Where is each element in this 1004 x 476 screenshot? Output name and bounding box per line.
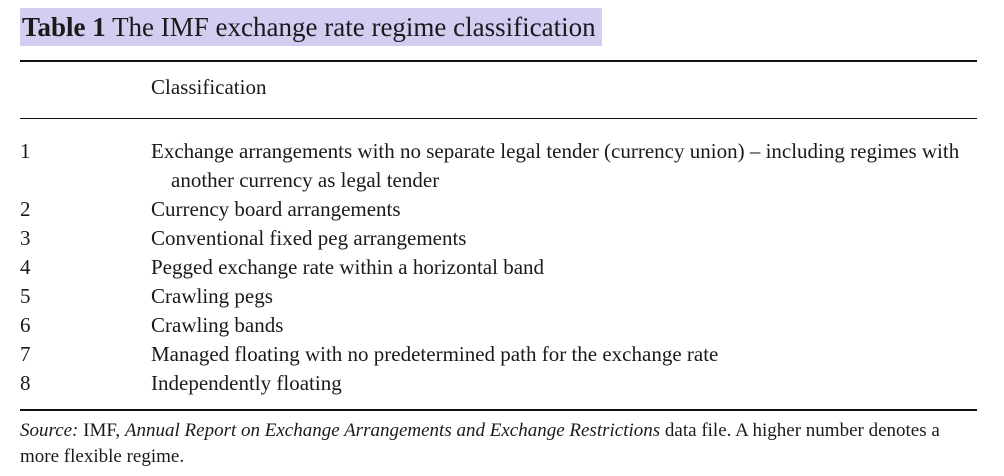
source-label: Source:	[20, 420, 79, 441]
table-row: 8 Independently floating	[0, 369, 1004, 398]
table-body: 1 Exchange arrangements with no separate…	[0, 137, 1004, 398]
table-title-text: The IMF exchange rate regime classificat…	[112, 12, 596, 42]
row-number: 4	[20, 255, 31, 279]
source-rest: data file. A higher number denotes a mor…	[20, 420, 940, 467]
row-description: Managed floating with no predetermined p…	[151, 342, 719, 366]
bottom-rule	[20, 409, 977, 411]
row-number: 2	[20, 197, 31, 221]
table-number: Table 1	[22, 12, 106, 42]
source-publication: Annual Report on Exchange Arrangements a…	[124, 420, 661, 441]
table-row: 4 Pegged exchange rate within a horizont…	[0, 253, 1004, 282]
column-header: Classification	[151, 75, 267, 99]
table-row: 2 Currency board arrangements	[0, 195, 1004, 224]
row-number: 1	[20, 139, 31, 163]
table-title: Table 1 The IMF exchange rate regime cla…	[20, 8, 602, 46]
table-row: 6 Crawling bands	[0, 311, 1004, 340]
row-number: 5	[20, 284, 31, 308]
table-row: 5 Crawling pegs	[0, 282, 1004, 311]
source-org: IMF,	[83, 420, 121, 441]
top-rule	[20, 60, 977, 62]
row-description: Crawling pegs	[151, 284, 273, 308]
table-row: 1 Exchange arrangements with no separate…	[0, 137, 1004, 195]
row-description: Currency board arrangements	[151, 197, 401, 221]
row-description: Independently floating	[151, 371, 342, 395]
row-description: Exchange arrangements with no separate l…	[151, 139, 960, 192]
row-number: 8	[20, 371, 31, 395]
table-row: 7 Managed floating with no predetermined…	[0, 340, 1004, 369]
row-number: 7	[20, 342, 31, 366]
row-description: Crawling bands	[151, 313, 284, 337]
header-rule	[20, 118, 977, 119]
row-description: Conventional fixed peg arrangements	[151, 226, 467, 250]
row-description: Pegged exchange rate within a horizontal…	[151, 255, 545, 279]
table-row: 3 Conventional fixed peg arrangements	[0, 224, 1004, 253]
row-number: 3	[20, 226, 31, 250]
table-source-note: Source: IMF, Annual Report on Exchange A…	[20, 418, 980, 470]
row-number: 6	[20, 313, 31, 337]
